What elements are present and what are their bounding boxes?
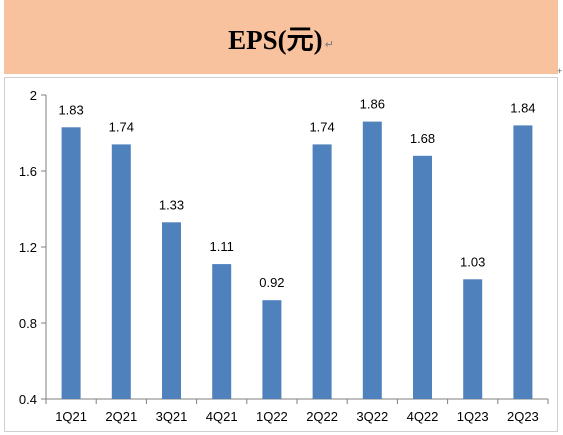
y-tick-label: 2 — [30, 88, 37, 103]
x-tick-label: 4Q21 — [206, 409, 238, 424]
bar — [162, 222, 181, 399]
x-tick-label: 3Q22 — [356, 409, 388, 424]
x-tick-label: 1Q23 — [457, 409, 489, 424]
chart-title: EPS(元) — [228, 24, 323, 55]
data-label: 1.33 — [159, 197, 184, 212]
data-label: 1.86 — [360, 97, 385, 112]
x-tick-label: 1Q21 — [55, 409, 87, 424]
y-tick-label: 1.6 — [19, 164, 37, 179]
y-tick-label: 0.8 — [19, 316, 37, 331]
bar — [312, 144, 332, 399]
plot-frame — [4, 77, 558, 432]
bar — [61, 127, 81, 400]
y-tick-label: 1.2 — [19, 240, 37, 255]
data-label: 1.83 — [58, 102, 83, 117]
x-tick-label: 1Q22 — [256, 409, 288, 424]
bar — [463, 279, 483, 399]
bar — [111, 144, 131, 399]
bar — [513, 125, 533, 400]
data-label: 1.11 — [210, 239, 234, 254]
bar — [262, 300, 282, 399]
x-tick-label: 4Q22 — [407, 409, 439, 424]
corner-plus-mark: + — [557, 66, 563, 76]
data-label: 1.68 — [410, 131, 435, 146]
data-label: 1.03 — [460, 254, 485, 269]
x-tick-label: 3Q21 — [156, 409, 188, 424]
data-label: 1.74 — [309, 119, 334, 134]
bar — [413, 155, 432, 399]
x-tick-label: 2Q21 — [105, 409, 137, 424]
data-label: 1.74 — [109, 119, 134, 134]
data-label: 1.84 — [510, 100, 535, 115]
bar — [362, 121, 382, 399]
x-tick-label: 2Q22 — [306, 409, 338, 424]
data-label: 0.92 — [259, 275, 284, 290]
x-tick-label: 2Q23 — [507, 409, 539, 424]
paragraph-return-icon: ↵ — [324, 38, 334, 51]
y-tick-label: 0.4 — [19, 392, 37, 407]
title-banner: EPS(元) ↵ — [4, 0, 558, 74]
bar — [212, 264, 232, 399]
